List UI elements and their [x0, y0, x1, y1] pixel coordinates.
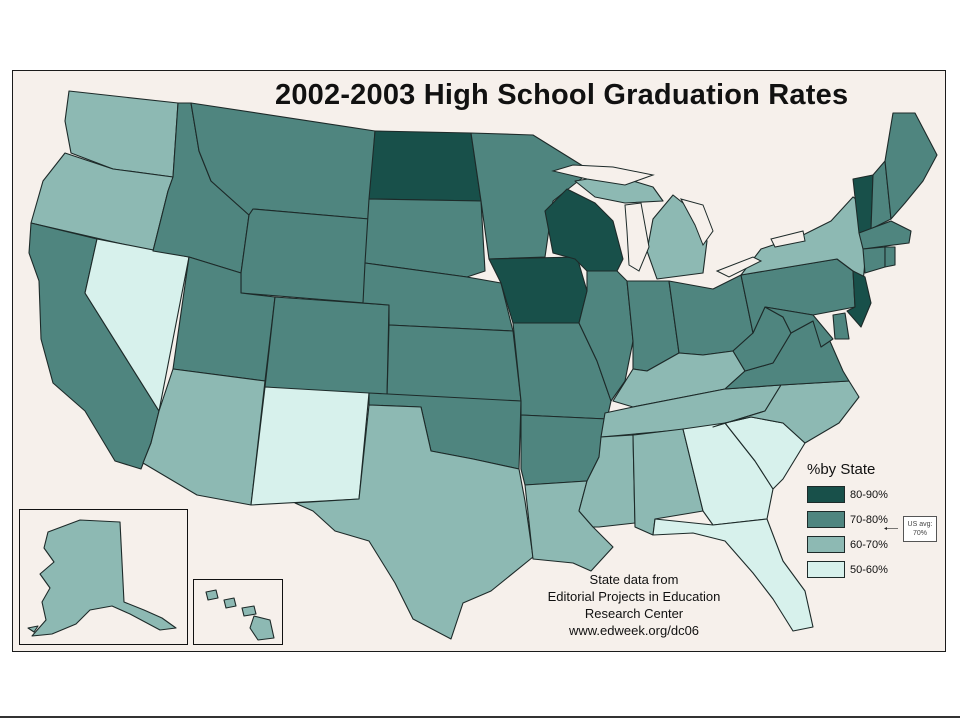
hawaii-oahu [223, 597, 237, 609]
state-florida [652, 518, 814, 632]
state-north-dakota [368, 130, 482, 202]
lake-michigan [624, 202, 650, 272]
state-north-carolina [712, 380, 860, 444]
legend-label: 80-90% [850, 488, 888, 501]
hawaii-big-island [249, 615, 275, 641]
legend-swatch [807, 486, 845, 503]
legend-swatch [807, 536, 845, 553]
state-south-dakota [364, 198, 486, 278]
hawaii-map [205, 589, 275, 641]
legend-label: 70-80% [850, 513, 888, 526]
hawaii-kauai [205, 589, 219, 601]
hawaii-maui [241, 605, 257, 617]
state-arizona [142, 368, 266, 506]
legend-swatch [807, 511, 845, 528]
legend-title: %by State [807, 461, 876, 478]
alaska-islands [27, 625, 39, 633]
state-massachusetts [858, 220, 912, 250]
map-title: 2002-2003 High School Graduation Rates [275, 79, 849, 111]
us-average-box: US avg: 70% [903, 516, 937, 542]
source-note: State data from Editorial Projects in Ed… [499, 571, 769, 639]
legend-swatch [807, 561, 845, 578]
state-wyoming [240, 208, 370, 304]
state-connecticut [862, 246, 886, 274]
state-kansas [386, 324, 522, 402]
state-texas [294, 404, 534, 640]
lake-superior [551, 164, 655, 186]
source-line-4: www.edweek.org/dc06 [568, 623, 700, 638]
alaska-map [27, 519, 177, 637]
legend-row-60-70: 60-70% [807, 532, 937, 557]
state-maine [884, 112, 938, 220]
us-average-value: 70% [912, 530, 927, 537]
state-wisconsin [544, 188, 624, 272]
state-new-jersey [846, 270, 872, 328]
alaska-inset [19, 509, 188, 645]
hawaii-inset [193, 579, 283, 645]
us-map [28, 90, 938, 640]
legend-row-70-80: 70-80% [807, 507, 937, 532]
lake-ontario [770, 230, 806, 248]
source-line-3: Research Center [584, 606, 684, 621]
lake-erie [715, 256, 763, 278]
legend-row-50-60: 50-60% [807, 557, 937, 582]
us-average-label: US avg: [907, 521, 933, 528]
state-alaska [31, 519, 177, 637]
state-delaware [832, 312, 850, 340]
state-maryland [764, 306, 834, 348]
slide-bottom-rule [0, 716, 960, 718]
state-ohio [668, 274, 754, 356]
map-legend: %by State 80-90% 70-80% 60-70% 50-60% [807, 461, 937, 582]
map-frame: 2002-2003 High School Graduation Rates %… [12, 70, 946, 652]
state-colorado [264, 296, 390, 398]
legend-row-80-90: 80-90% [807, 482, 937, 507]
state-new-mexico [250, 386, 370, 506]
legend-label: 50-60% [850, 563, 888, 576]
state-illinois [578, 270, 634, 402]
source-line-2: Editorial Projects in Education [547, 589, 721, 604]
us-average-arrow [884, 527, 898, 530]
legend-label: 60-70% [850, 538, 888, 551]
state-rhode-island [884, 246, 896, 268]
lake-huron [680, 198, 714, 247]
source-line-1: State data from [589, 572, 679, 587]
